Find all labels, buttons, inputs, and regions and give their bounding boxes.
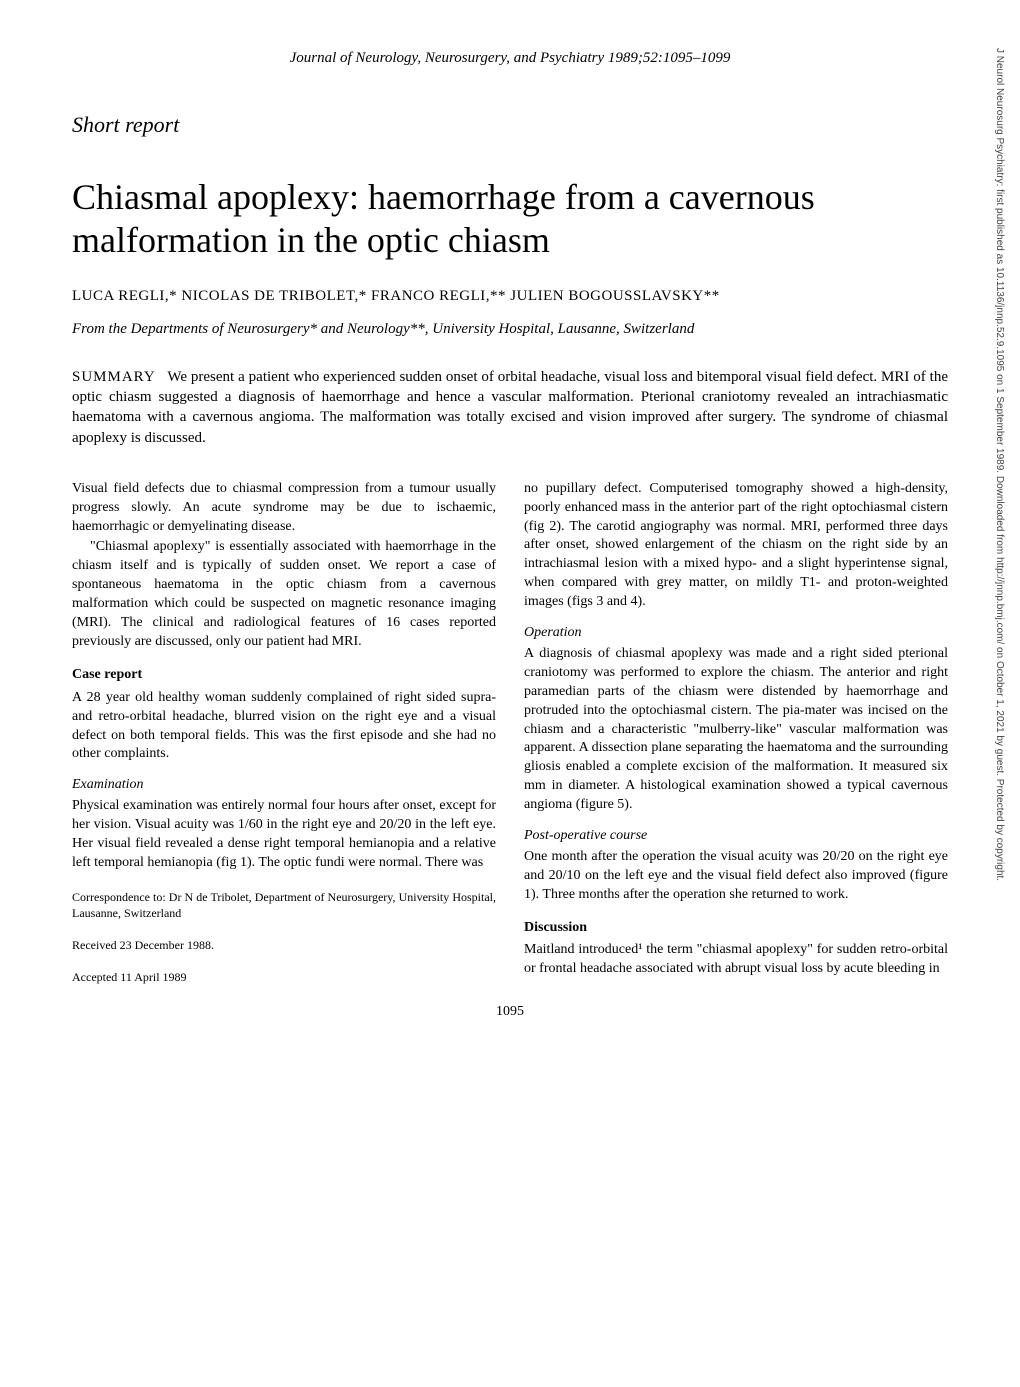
examination-paragraph-1: Physical examination was entirely normal… [72, 797, 496, 873]
postop-paragraph: One month after the operation the visual… [524, 848, 948, 905]
discussion-paragraph: Maitland introduced¹ the term "chiasmal … [524, 941, 948, 979]
operation-paragraph: A diagnosis of chiasmal apoplexy was mad… [524, 645, 948, 815]
article-title: Chiasmal apoplexy: haemorrhage from a ca… [72, 176, 948, 262]
case-report-paragraph: A 28 year old healthy woman suddenly com… [72, 689, 496, 765]
sidebar-citation: J Neurol Neurosurg Psychiatry: first pub… [993, 48, 1007, 1248]
examination-paragraph-2: no pupillary defect. Computerised tomogr… [524, 480, 948, 612]
page-number: 1095 [72, 1003, 948, 1022]
examination-heading: Examination [72, 776, 496, 795]
received-date: Received 23 December 1988. [72, 937, 496, 953]
case-report-heading: Case report [72, 666, 496, 685]
summary-label: SUMMARY [72, 369, 156, 385]
intro-paragraph-1: Visual field defects due to chiasmal com… [72, 480, 496, 537]
correspondence: Correspondence to: Dr N de Tribolet, Dep… [72, 889, 496, 921]
postop-heading: Post-operative course [524, 827, 948, 846]
summary-text: We present a patient who experienced sud… [72, 369, 948, 446]
body-columns: Visual field defects due to chiasmal com… [72, 480, 948, 986]
intro-paragraph-2: "Chiasmal apoplexy" is essentially assoc… [72, 538, 496, 651]
short-report-label: Short report [72, 110, 948, 140]
operation-heading: Operation [524, 624, 948, 643]
accepted-date: Accepted 11 April 1989 [72, 969, 496, 985]
affiliation: From the Departments of Neurosurgery* an… [72, 319, 948, 339]
discussion-heading: Discussion [524, 919, 948, 938]
authors: LUCA REGLI,* NICOLAS DE TRIBOLET,* FRANC… [72, 286, 948, 306]
journal-header: Journal of Neurology, Neurosurgery, and … [72, 48, 948, 68]
summary: SUMMARY We present a patient who experie… [72, 367, 948, 448]
